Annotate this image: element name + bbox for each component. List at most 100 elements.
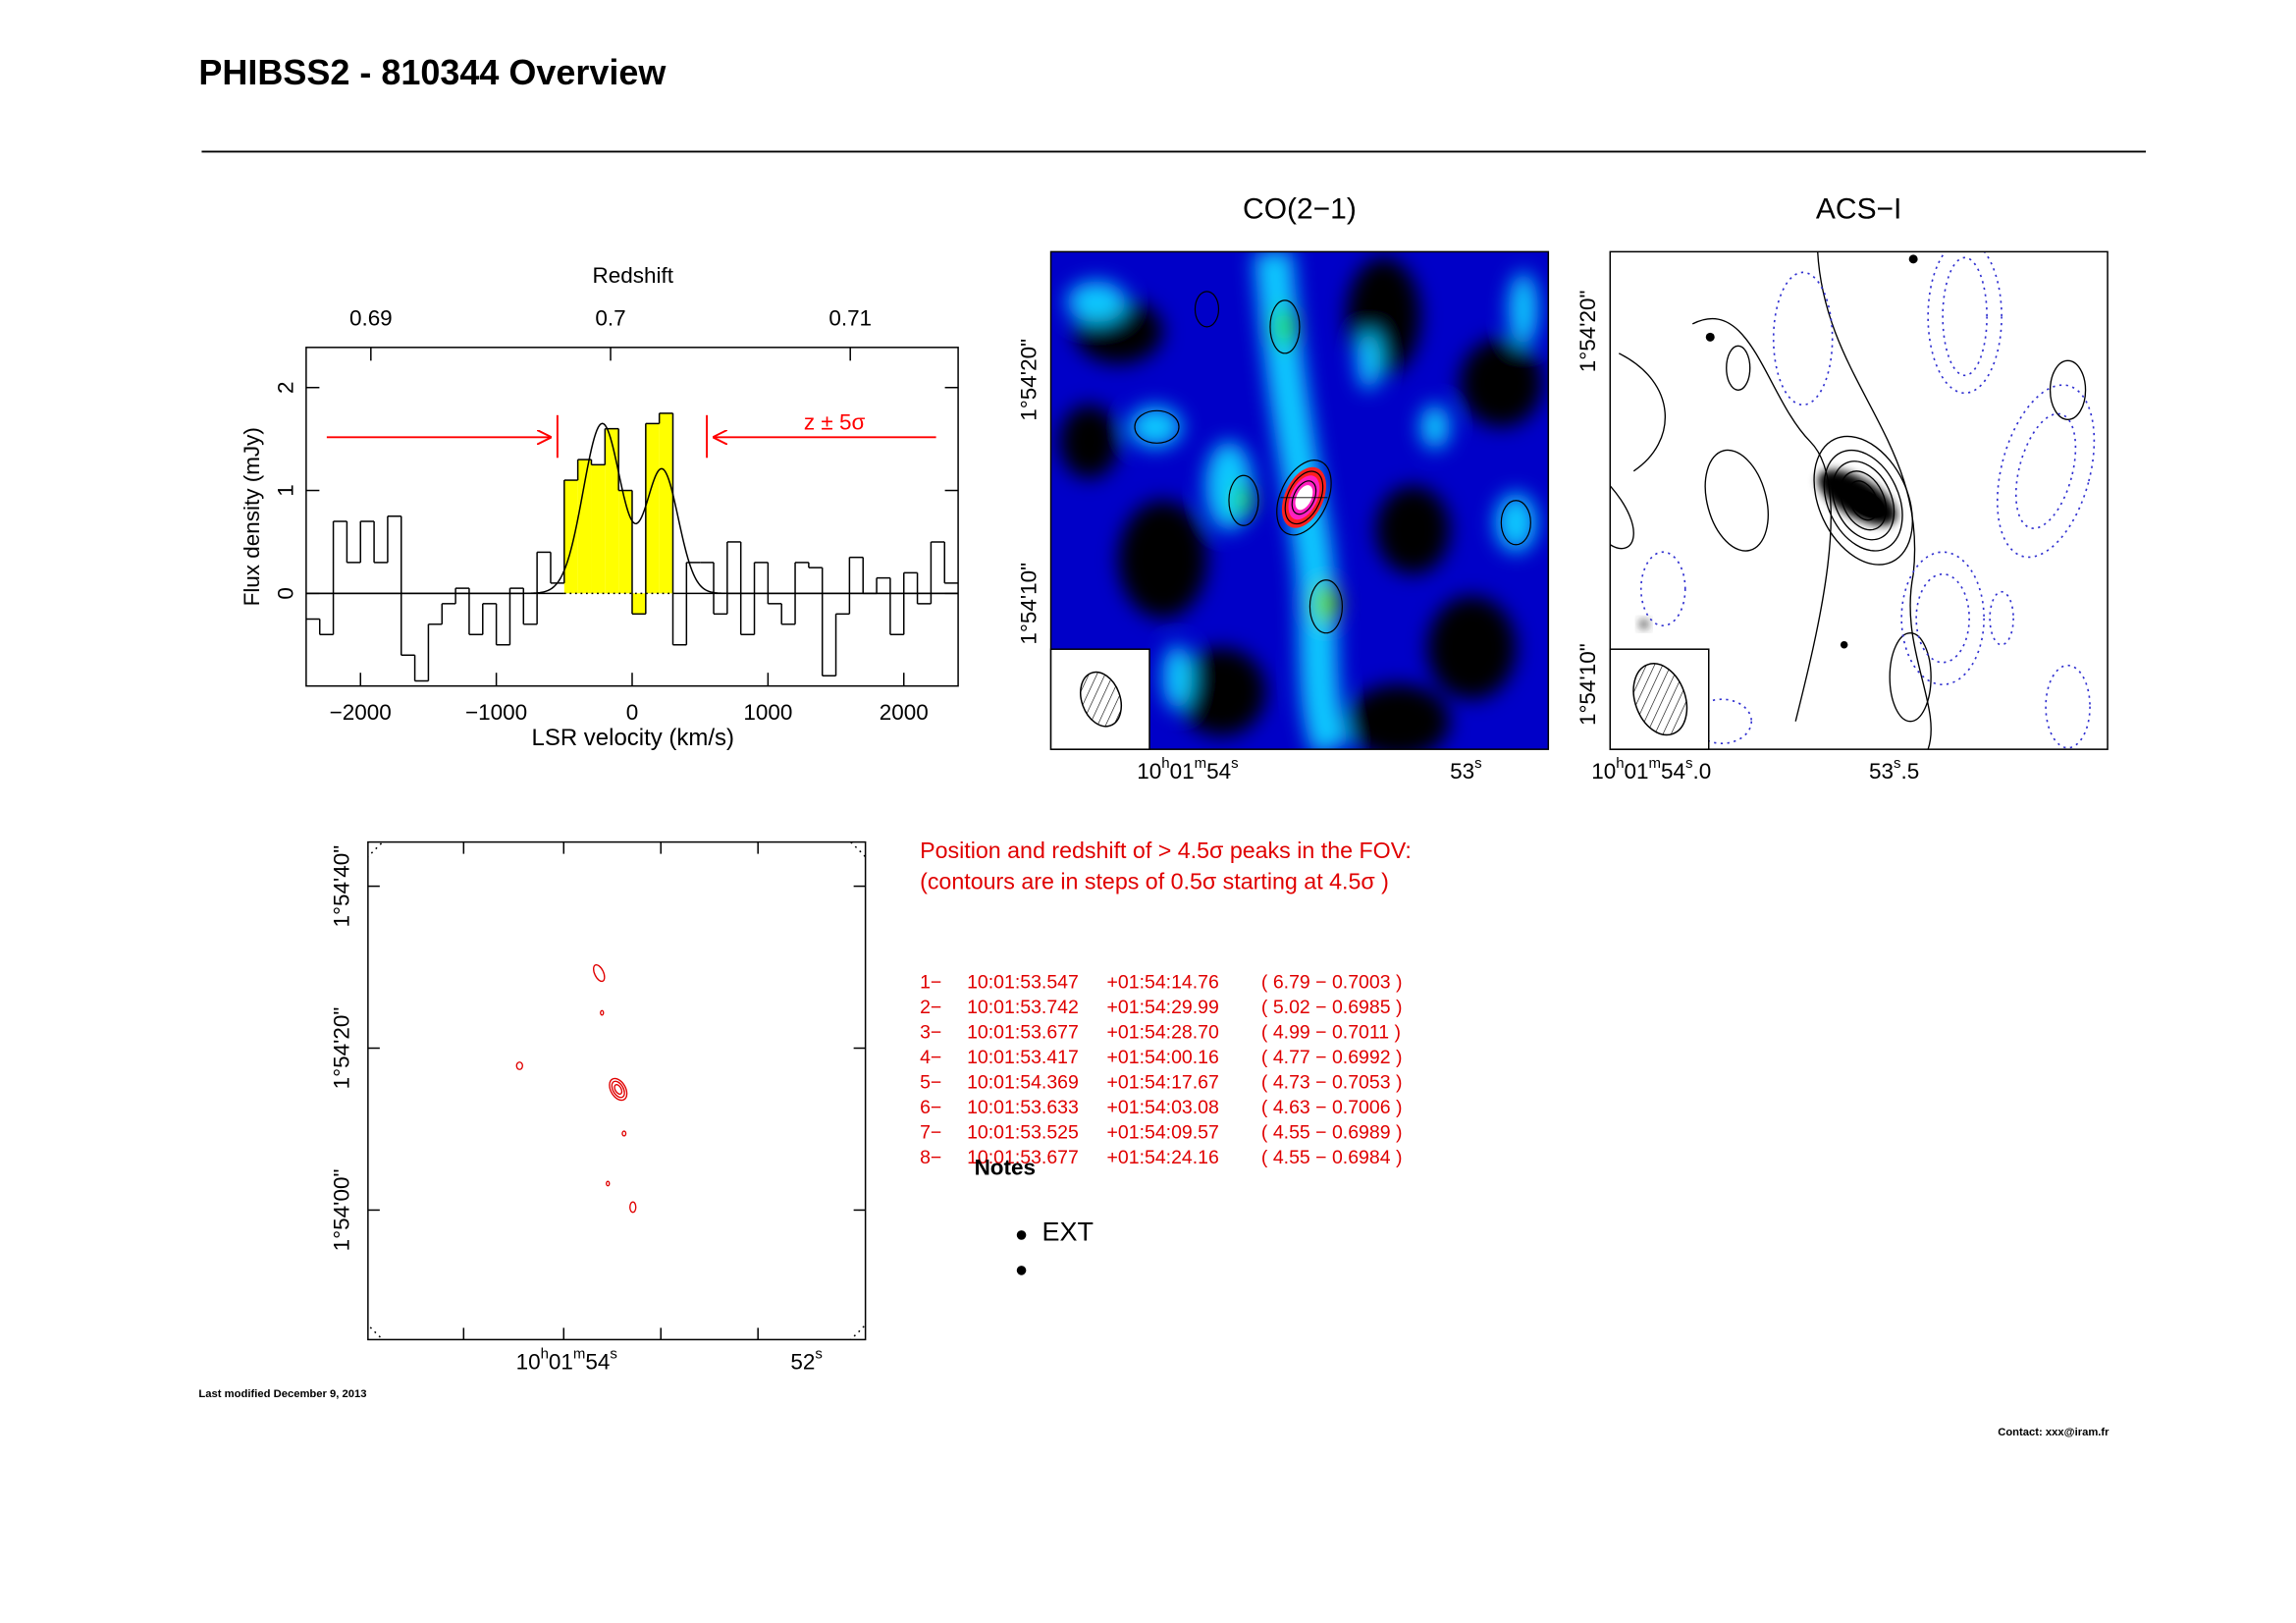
peak-cell: 10:01:54.369: [967, 1072, 1079, 1094]
x-tick-label: −1000: [465, 700, 527, 725]
highlight-bar: [605, 428, 619, 594]
ra-label-part: .0: [1693, 759, 1712, 784]
y-tick-label: 2: [273, 381, 297, 394]
peak-cell: 10:01:53.677: [967, 1022, 1079, 1044]
dec-label: 1°54'40": [329, 845, 353, 928]
page-title: PHIBSS2 - 810344 Overview: [198, 52, 667, 92]
peak-cell: +01:54:24.16: [1107, 1147, 1219, 1168]
map-title: CO(2−1): [1243, 192, 1357, 225]
notes-title: Notes: [975, 1155, 1036, 1179]
dec-label: 1°54'20": [1016, 339, 1041, 421]
x2-tick-label: 0.69: [349, 305, 393, 330]
ra-label-part: s: [610, 1346, 617, 1363]
peak-cell: ( 4.55 − 0.6989 ): [1261, 1122, 1403, 1144]
ra-label-part: h: [541, 1346, 549, 1363]
note-bullet: [1016, 1230, 1027, 1240]
co-map-frame: [1049, 250, 1550, 750]
peak-cell: +01:54:14.76: [1107, 972, 1219, 994]
dec-label: 1°54'10": [1016, 563, 1041, 645]
acs-map-frame: [1609, 250, 2109, 750]
ra-label-part: 54: [1661, 759, 1685, 784]
ra-label-part: 53: [1450, 759, 1474, 784]
peak-cell: ( 4.73 − 0.7053 ): [1261, 1072, 1403, 1094]
peak-cell: 8−: [920, 1147, 941, 1168]
dec-label: 1°54'00": [329, 1169, 353, 1252]
highlight-bar: [631, 593, 646, 615]
fov-map-ticks: [367, 841, 866, 1340]
peak-cell: 5−: [920, 1072, 941, 1094]
ra-label-part: s: [1474, 756, 1481, 773]
co-map-image: [1050, 251, 1549, 750]
window-label: z ± 5σ: [804, 410, 866, 435]
ra-label: 53s.5: [1869, 756, 1919, 784]
x-axis-label: LSR velocity (km/s): [532, 725, 734, 751]
peak-cell: 10:01:53.633: [967, 1097, 1079, 1118]
ra-label: 10h01m54s: [516, 1346, 617, 1374]
ra-label-part: 54: [585, 1349, 610, 1374]
peak-cell: 1−: [920, 972, 941, 994]
x-tick-label: 1000: [743, 700, 792, 725]
peaks-heading: (contours are in steps of 0.5σ starting …: [920, 869, 1389, 894]
highlight-bar: [645, 423, 660, 594]
peak-cell: 3−: [920, 1022, 941, 1044]
fov-map-frame: [367, 840, 867, 1341]
dec-label: 1°54'20": [329, 1007, 353, 1090]
peak-cell: 10:01:53.547: [967, 972, 1079, 994]
x-tick-label: −2000: [330, 700, 392, 725]
gaussian-fit: [305, 422, 959, 595]
peak-cell: +01:54:03.08: [1107, 1097, 1219, 1118]
peak-cell: +01:54:17.67: [1107, 1072, 1219, 1094]
peak-cell: 10:01:53.742: [967, 997, 1079, 1018]
ra-label: 53s: [1450, 756, 1482, 784]
ra-label-part: m: [573, 1346, 585, 1363]
ra-label-part: .5: [1901, 759, 1920, 784]
fov-map-image: [367, 841, 866, 1340]
ra-label-part: h: [1161, 756, 1169, 773]
note-item: EXT: [1042, 1217, 1094, 1247]
ra-label-part: 10: [1137, 759, 1161, 784]
peak-cell: ( 6.79 − 0.7003 ): [1261, 972, 1403, 994]
peak-cell: +01:54:09.57: [1107, 1122, 1219, 1144]
ra-label-part: 01: [1170, 759, 1195, 784]
highlight-bar: [618, 490, 632, 594]
contact: Contact: xxx@iram.fr: [1998, 1427, 2109, 1438]
dec-label: 1°54'10": [1575, 643, 1600, 726]
peak-cell: ( 4.63 − 0.7006 ): [1261, 1097, 1403, 1118]
x2-axis-label: Redshift: [593, 263, 674, 288]
last-modified: Last modified December 9, 2013: [198, 1388, 366, 1400]
y-axis-label: Flux density (mJy): [240, 427, 264, 606]
y-tick-label: 1: [273, 484, 297, 496]
ra-label-part: s: [815, 1346, 823, 1363]
ra-label: 10h01m54s: [1137, 756, 1238, 784]
ra-label-part: 10: [516, 1349, 541, 1374]
x2-tick-label: 0.71: [828, 305, 872, 330]
ra-label-part: 01: [549, 1349, 573, 1374]
peak-cell: 10:01:53.525: [967, 1122, 1079, 1144]
ra-label-part: 10: [1591, 759, 1616, 784]
dec-label: 1°54'20": [1575, 290, 1600, 372]
ra-label-part: m: [1649, 756, 1661, 773]
peak-cell: 4−: [920, 1047, 941, 1068]
peak-cell: 2−: [920, 997, 941, 1018]
step-connector: [318, 412, 946, 681]
note-bullet: [1016, 1266, 1027, 1275]
ra-label-part: 01: [1625, 759, 1649, 784]
peak-cell: 10:01:53.677: [967, 1147, 1079, 1168]
acs-beam-inset: [1609, 648, 1710, 750]
ra-label: 52s: [790, 1346, 823, 1374]
map-title: ACS−I: [1816, 192, 1901, 225]
peak-cell: ( 4.99 − 0.7011 ): [1261, 1022, 1401, 1044]
peak-cell: ( 5.02 − 0.6985 ): [1261, 997, 1403, 1018]
highlight-bar: [659, 412, 673, 594]
x-tick-label: 0: [626, 700, 639, 725]
ra-label-part: 52: [790, 1349, 815, 1374]
co-beam-inset: [1049, 648, 1150, 750]
spectrum-plot: [305, 412, 959, 682]
peak-cell: 10:01:53.417: [967, 1047, 1079, 1068]
x-tick-label: 2000: [880, 700, 929, 725]
ra-label-part: s: [1231, 756, 1239, 773]
y-tick-label: 0: [273, 587, 297, 600]
ra-label-part: 54: [1206, 759, 1231, 784]
ra-label-part: h: [1616, 756, 1624, 773]
